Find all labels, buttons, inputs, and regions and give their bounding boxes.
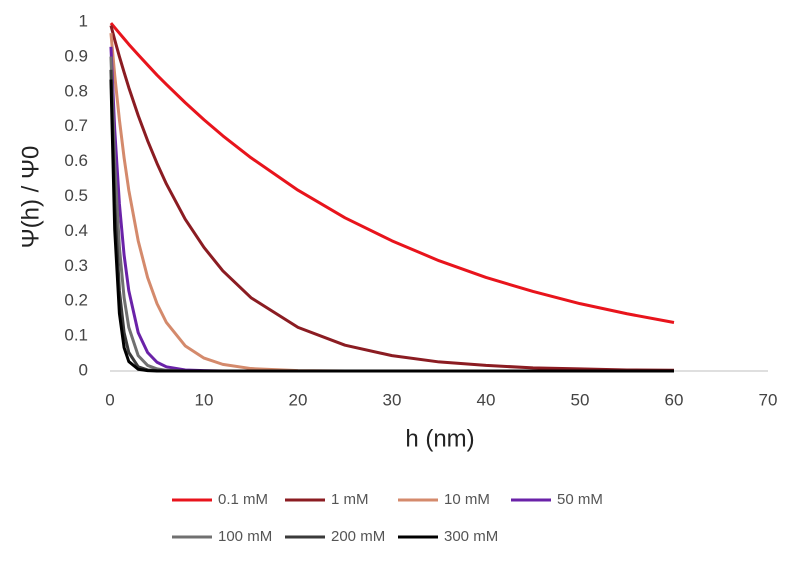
y-tick-label: 0.8 — [64, 81, 88, 100]
legend-label: 10 mM — [444, 491, 490, 508]
series-line — [109, 22, 675, 324]
y-tick-label: 0.7 — [64, 116, 88, 135]
y-tick-label: 0.2 — [64, 291, 88, 310]
x-tick-label: 60 — [665, 390, 684, 409]
legend-label: 1 mM — [331, 491, 369, 508]
x-tick-label: 20 — [289, 390, 308, 409]
y-axis-title: Ψ(h) / Ψ0 — [17, 146, 44, 249]
series-line — [109, 25, 675, 372]
x-tick-label: 0 — [105, 390, 114, 409]
x-axis-title: h (nm) — [405, 425, 474, 452]
legend-label: 0.1 mM — [218, 491, 268, 508]
y-tick-label: 0.9 — [64, 46, 88, 65]
y-tick-label: 0.3 — [64, 256, 88, 275]
y-tick-label: 0.5 — [64, 186, 88, 205]
legend-label: 100 mM — [218, 528, 272, 545]
x-tick-label: 50 — [571, 390, 590, 409]
series-line — [109, 79, 674, 373]
y-tick-label: 1 — [79, 11, 88, 30]
y-tick-label: 0 — [79, 360, 88, 379]
x-tick-label: 70 — [759, 390, 778, 409]
y-tick-label: 0.4 — [64, 221, 88, 240]
y-tick-label: 0.1 — [64, 326, 88, 345]
y-tick-label: 0.6 — [64, 151, 88, 170]
legend-label: 200 mM — [331, 528, 385, 545]
legend-label: 50 mM — [557, 491, 603, 508]
x-tick-label: 40 — [477, 390, 496, 409]
x-tick-label: 10 — [195, 390, 214, 409]
legend-label: 300 mM — [444, 528, 498, 545]
x-tick-label: 30 — [383, 390, 402, 409]
